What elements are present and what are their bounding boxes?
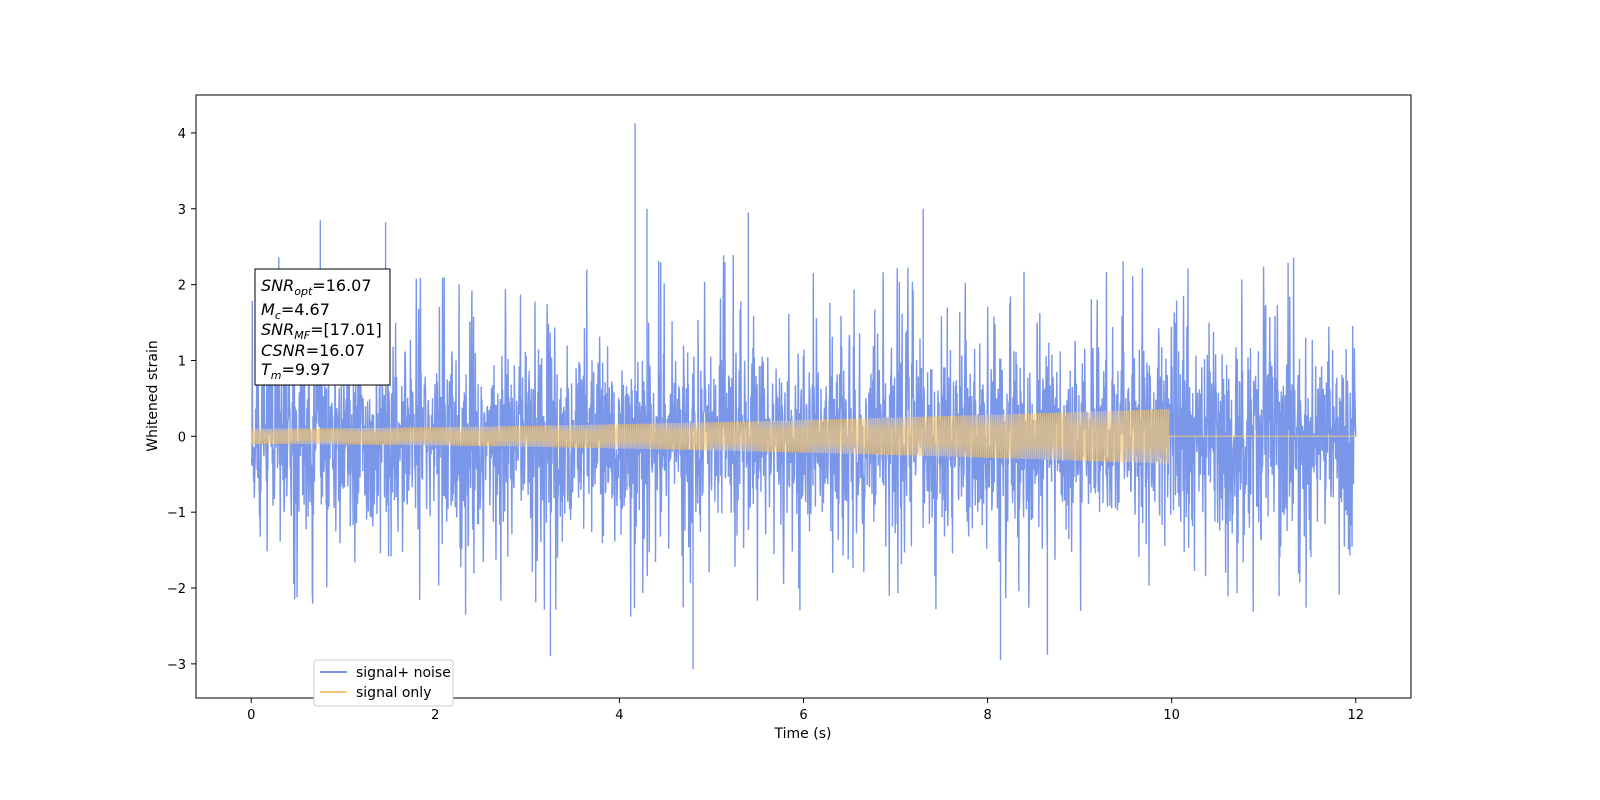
y-tick-label: −3 bbox=[167, 658, 186, 673]
x-axis-label: Time (s) bbox=[774, 726, 832, 742]
y-tick-label: 1 bbox=[178, 354, 186, 369]
y-tick-label: 3 bbox=[178, 203, 186, 218]
annotation-line: SNRopt=16.07 bbox=[261, 276, 372, 298]
x-tick-label: 6 bbox=[799, 708, 807, 723]
y-tick-label: 2 bbox=[178, 279, 186, 294]
annotation-line: CSNR=16.07 bbox=[261, 341, 365, 360]
annotation-line: Tm=9.97 bbox=[261, 360, 331, 382]
legend-label-signal-noise: signal+ noise bbox=[356, 665, 451, 681]
series-signal-only-line bbox=[250, 408, 1356, 464]
legend-frame bbox=[313, 659, 454, 707]
annotation-box: SNRopt=16.07Mc=4.67SNRMF=[17.01]CSNR=16.… bbox=[254, 268, 391, 386]
x-tick-label: 8 bbox=[983, 708, 991, 723]
x-tick-label: 10 bbox=[1163, 708, 1180, 723]
y-tick-label: 4 bbox=[178, 127, 186, 142]
legend-label-signal-only: signal only bbox=[356, 685, 431, 701]
x-tick-label: 4 bbox=[615, 708, 623, 723]
x-tick-label: 12 bbox=[1347, 708, 1364, 723]
y-axis: −3 −2 −1 0 1 2 3 4 bbox=[167, 127, 196, 673]
y-tick-label: 0 bbox=[178, 430, 186, 445]
plot-area bbox=[195, 94, 1412, 699]
y-tick-label: −2 bbox=[167, 582, 186, 597]
y-axis-label: Whitened strain bbox=[145, 340, 161, 451]
x-tick-label: 0 bbox=[247, 708, 255, 723]
legend: signal+ noise signal only bbox=[313, 659, 454, 707]
annotation-frame bbox=[254, 268, 391, 386]
x-tick-label: 2 bbox=[431, 708, 439, 723]
y-tick-label: −1 bbox=[167, 506, 186, 521]
annotation-lines: SNRopt=16.07Mc=4.67SNRMF=[17.01]CSNR=16.… bbox=[261, 276, 382, 382]
annotation-line: Mc=4.67 bbox=[261, 300, 330, 322]
annotation-line: SNRMF=[17.01] bbox=[261, 320, 382, 342]
